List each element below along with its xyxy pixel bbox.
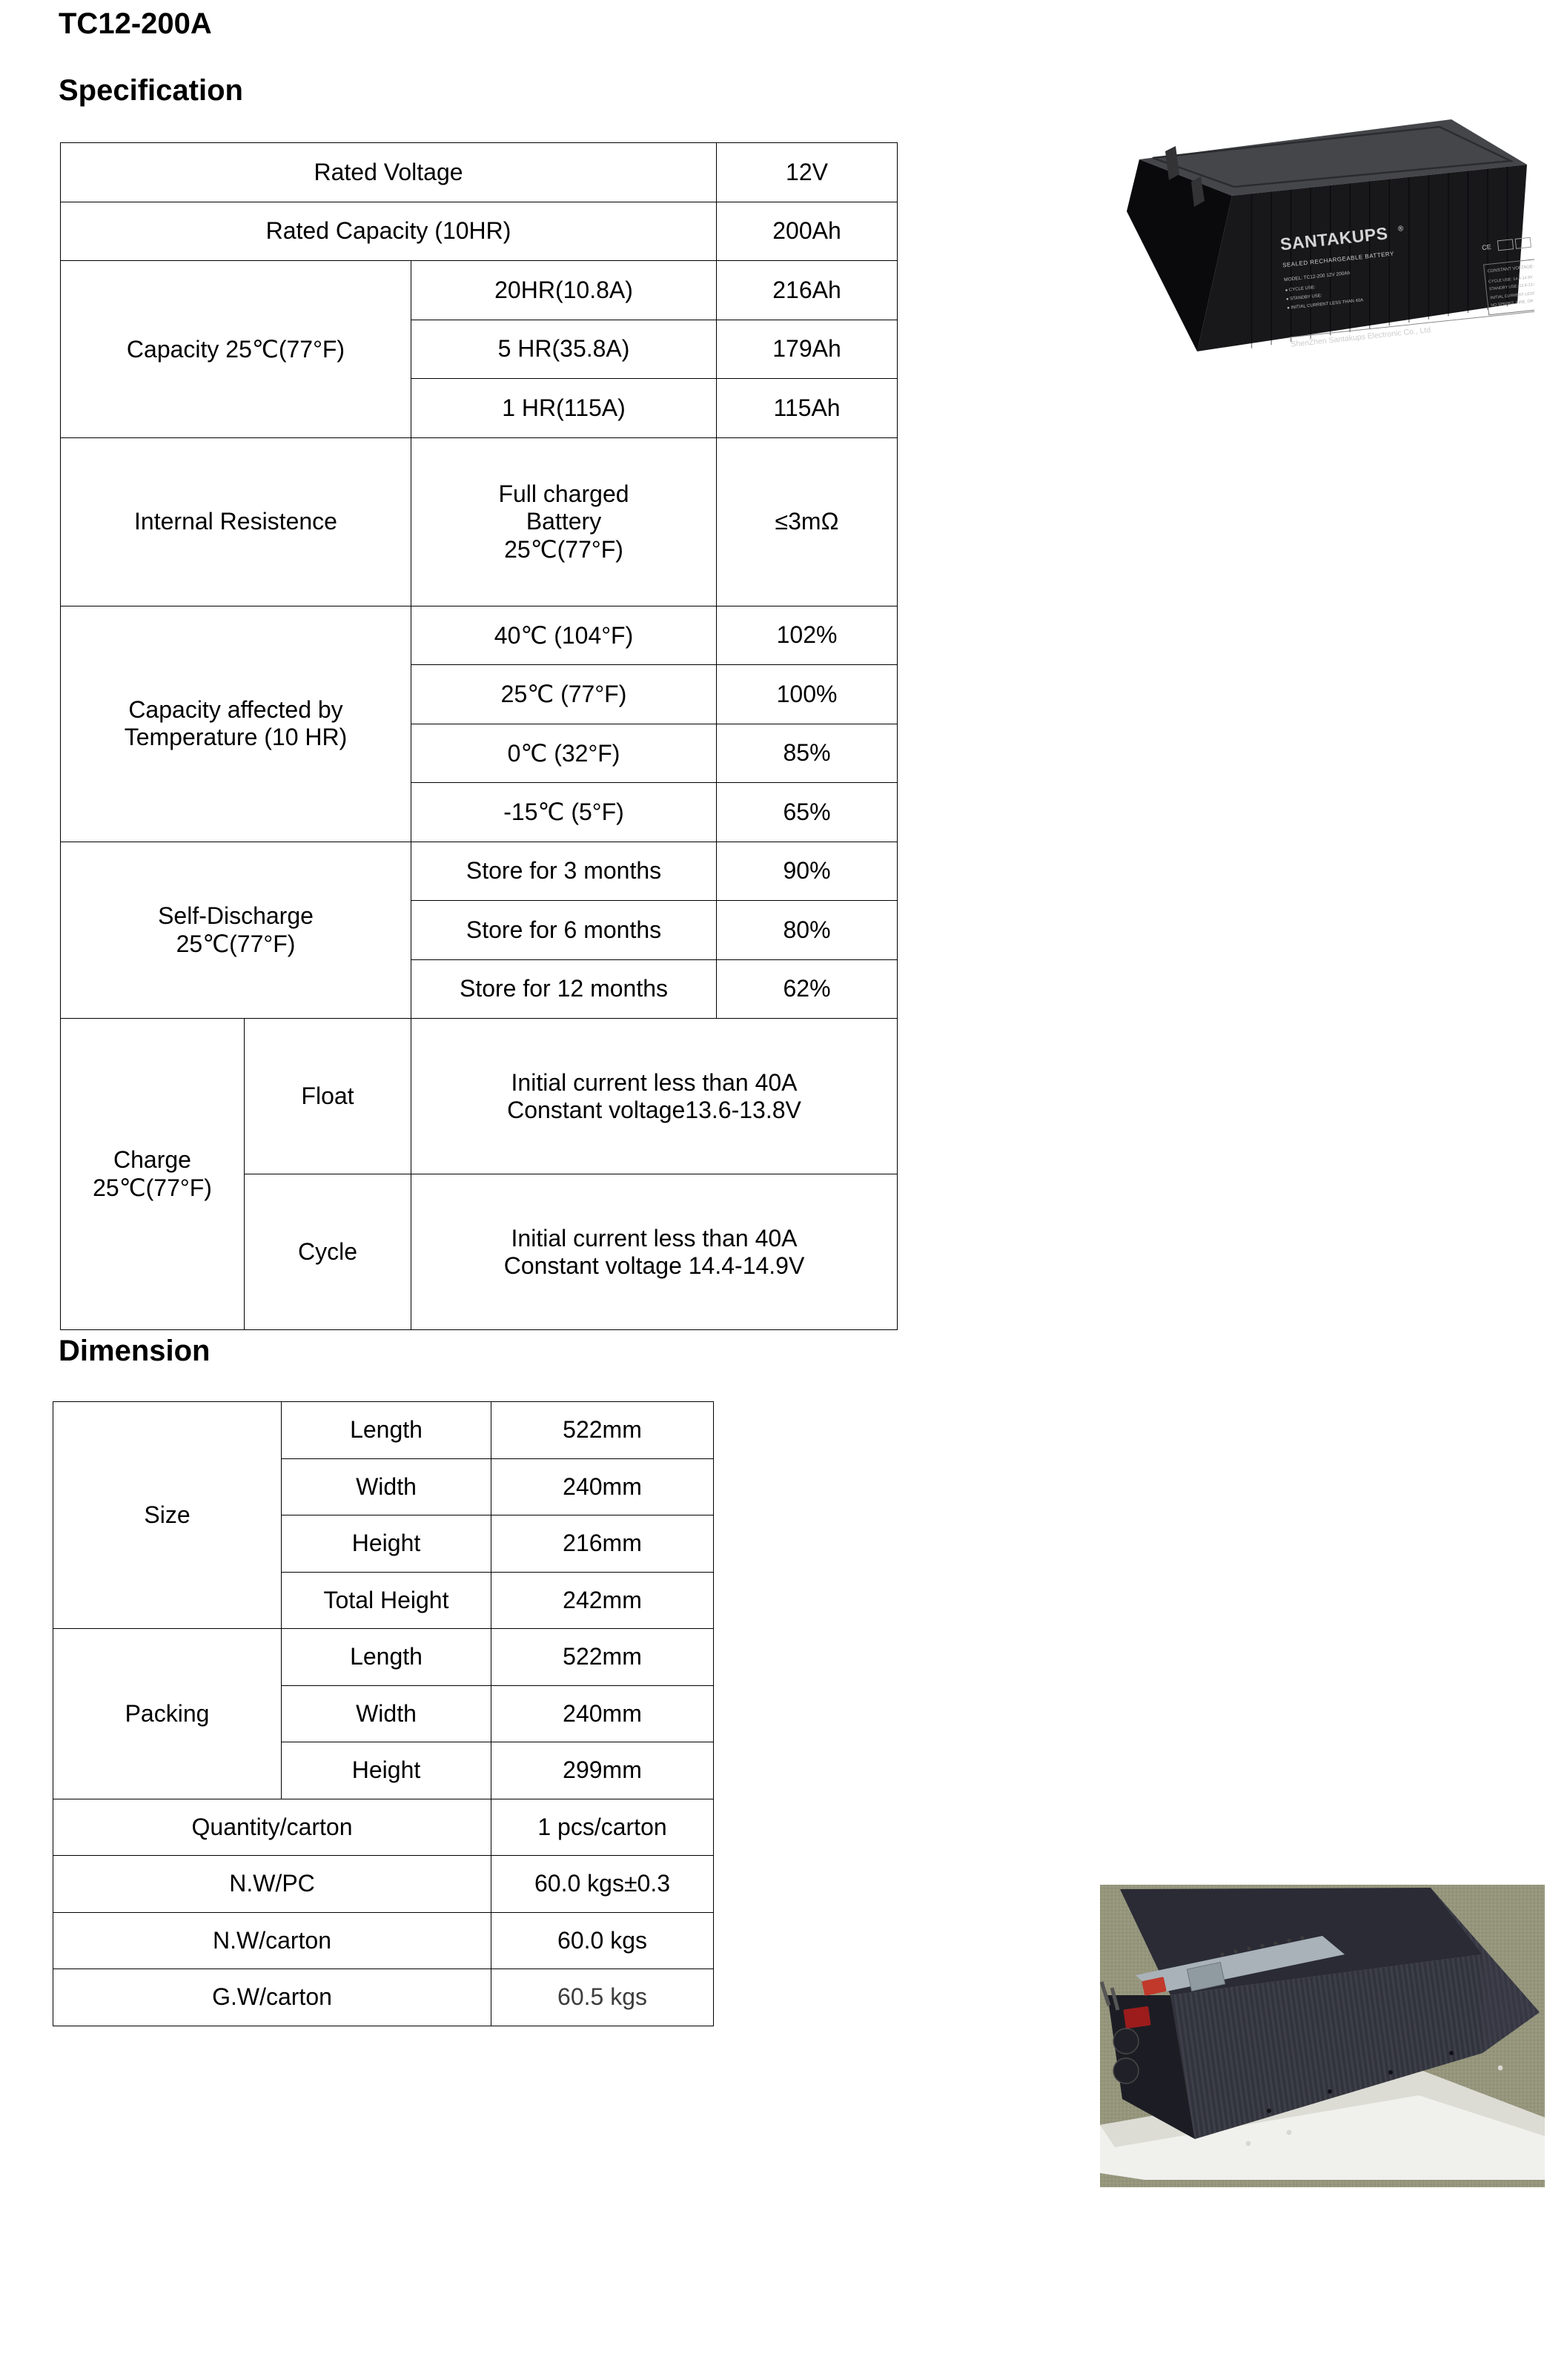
svg-text:CE: CE	[1482, 243, 1491, 251]
